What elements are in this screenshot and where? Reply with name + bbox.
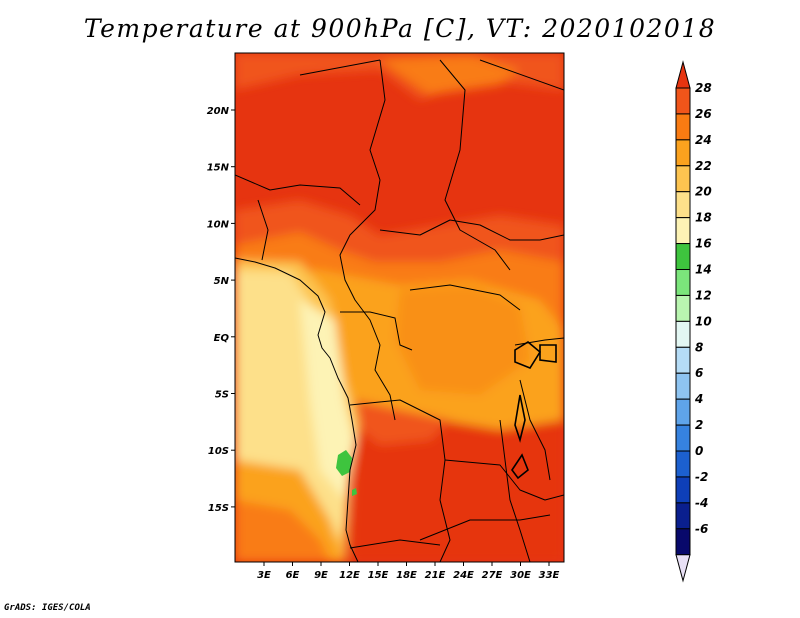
colorbar-label: 16 xyxy=(695,237,712,251)
colorbar-label: 2 xyxy=(695,418,703,432)
x-tick-label: 30E xyxy=(510,570,531,581)
temperature-field xyxy=(235,53,564,562)
y-tick-label: 10S xyxy=(208,446,229,457)
x-tick-label: 12E xyxy=(339,570,360,581)
x-tick-label: 33E xyxy=(539,570,560,581)
colorbar-label: 24 xyxy=(695,133,712,147)
colorbar-segment xyxy=(675,320,691,348)
colorbar-segment xyxy=(675,294,691,322)
colorbar-segment xyxy=(675,528,691,556)
chart-title: Temperature at 900hPa [C], VT: 202010201… xyxy=(83,14,717,43)
colorbar-segment xyxy=(675,217,691,245)
grads-credit: GrADS: IGES/COLA xyxy=(4,603,91,613)
y-tick-label: 5S xyxy=(215,390,229,401)
colorbar-label: 14 xyxy=(695,263,712,277)
colorbar-label: 28 xyxy=(695,81,712,95)
plot-frame xyxy=(234,52,565,563)
colorbar-segment xyxy=(675,165,691,193)
y-tick-label: 5N xyxy=(214,276,230,287)
y-tick-label: 15S xyxy=(208,503,229,514)
colorbar-segment xyxy=(675,450,691,478)
colorbar-segment xyxy=(675,502,691,530)
x-tick-label: 15E xyxy=(368,570,389,581)
colorbar-top-arrow xyxy=(675,60,691,89)
colorbar-label: 12 xyxy=(695,288,712,302)
colorbar-segment xyxy=(675,476,691,504)
colorbar-segment xyxy=(675,372,691,400)
y-tick-label: 15N xyxy=(207,163,230,174)
colorbar-label: 18 xyxy=(695,211,712,225)
colorbar-segment xyxy=(675,139,691,167)
colorbar-segment xyxy=(675,113,691,141)
colorbar-label: 20 xyxy=(695,185,712,199)
colorbar-segment xyxy=(675,191,691,219)
x-axis: 3E 6E 9E 12E 15E 18E 21E 24E 27E 30E 33E xyxy=(257,562,560,581)
colorbar-segment xyxy=(675,424,691,452)
y-tick-label: EQ xyxy=(214,333,230,344)
y-tick-label: 20N xyxy=(207,106,230,117)
y-axis: 20N 15N 10N 5N EQ 5S 10S 15S xyxy=(207,106,235,514)
x-tick-label: 24E xyxy=(453,570,474,581)
colorbar-label: 10 xyxy=(695,314,712,328)
colorbar-label: -2 xyxy=(695,470,708,484)
colorbar-segment xyxy=(675,398,691,426)
colorbar-label: 0 xyxy=(695,444,703,458)
x-tick-label: 9E xyxy=(314,570,328,581)
colorbar-label: 6 xyxy=(695,366,703,380)
colorbar-label: -6 xyxy=(695,522,708,536)
colorbar-label: 26 xyxy=(695,107,712,121)
colorbar-label: -4 xyxy=(695,496,708,510)
x-tick-label: 6E xyxy=(286,570,300,581)
colorbar-segment xyxy=(675,346,691,374)
colorbar-bottom-arrow xyxy=(675,554,691,583)
colorbar-label: 22 xyxy=(695,159,712,173)
colorbar-segment xyxy=(675,269,691,296)
colorbar-segment xyxy=(675,243,691,271)
x-tick-label: 21E xyxy=(425,570,446,581)
y-tick-label: 10N xyxy=(207,219,230,230)
colorbar-label: 8 xyxy=(695,340,703,354)
colorbar-segment xyxy=(675,87,691,115)
x-tick-label: 18E xyxy=(396,570,417,581)
colorbar-label: 4 xyxy=(694,392,703,406)
x-tick-label: 3E xyxy=(257,570,271,581)
x-tick-label: 27E xyxy=(482,570,503,581)
